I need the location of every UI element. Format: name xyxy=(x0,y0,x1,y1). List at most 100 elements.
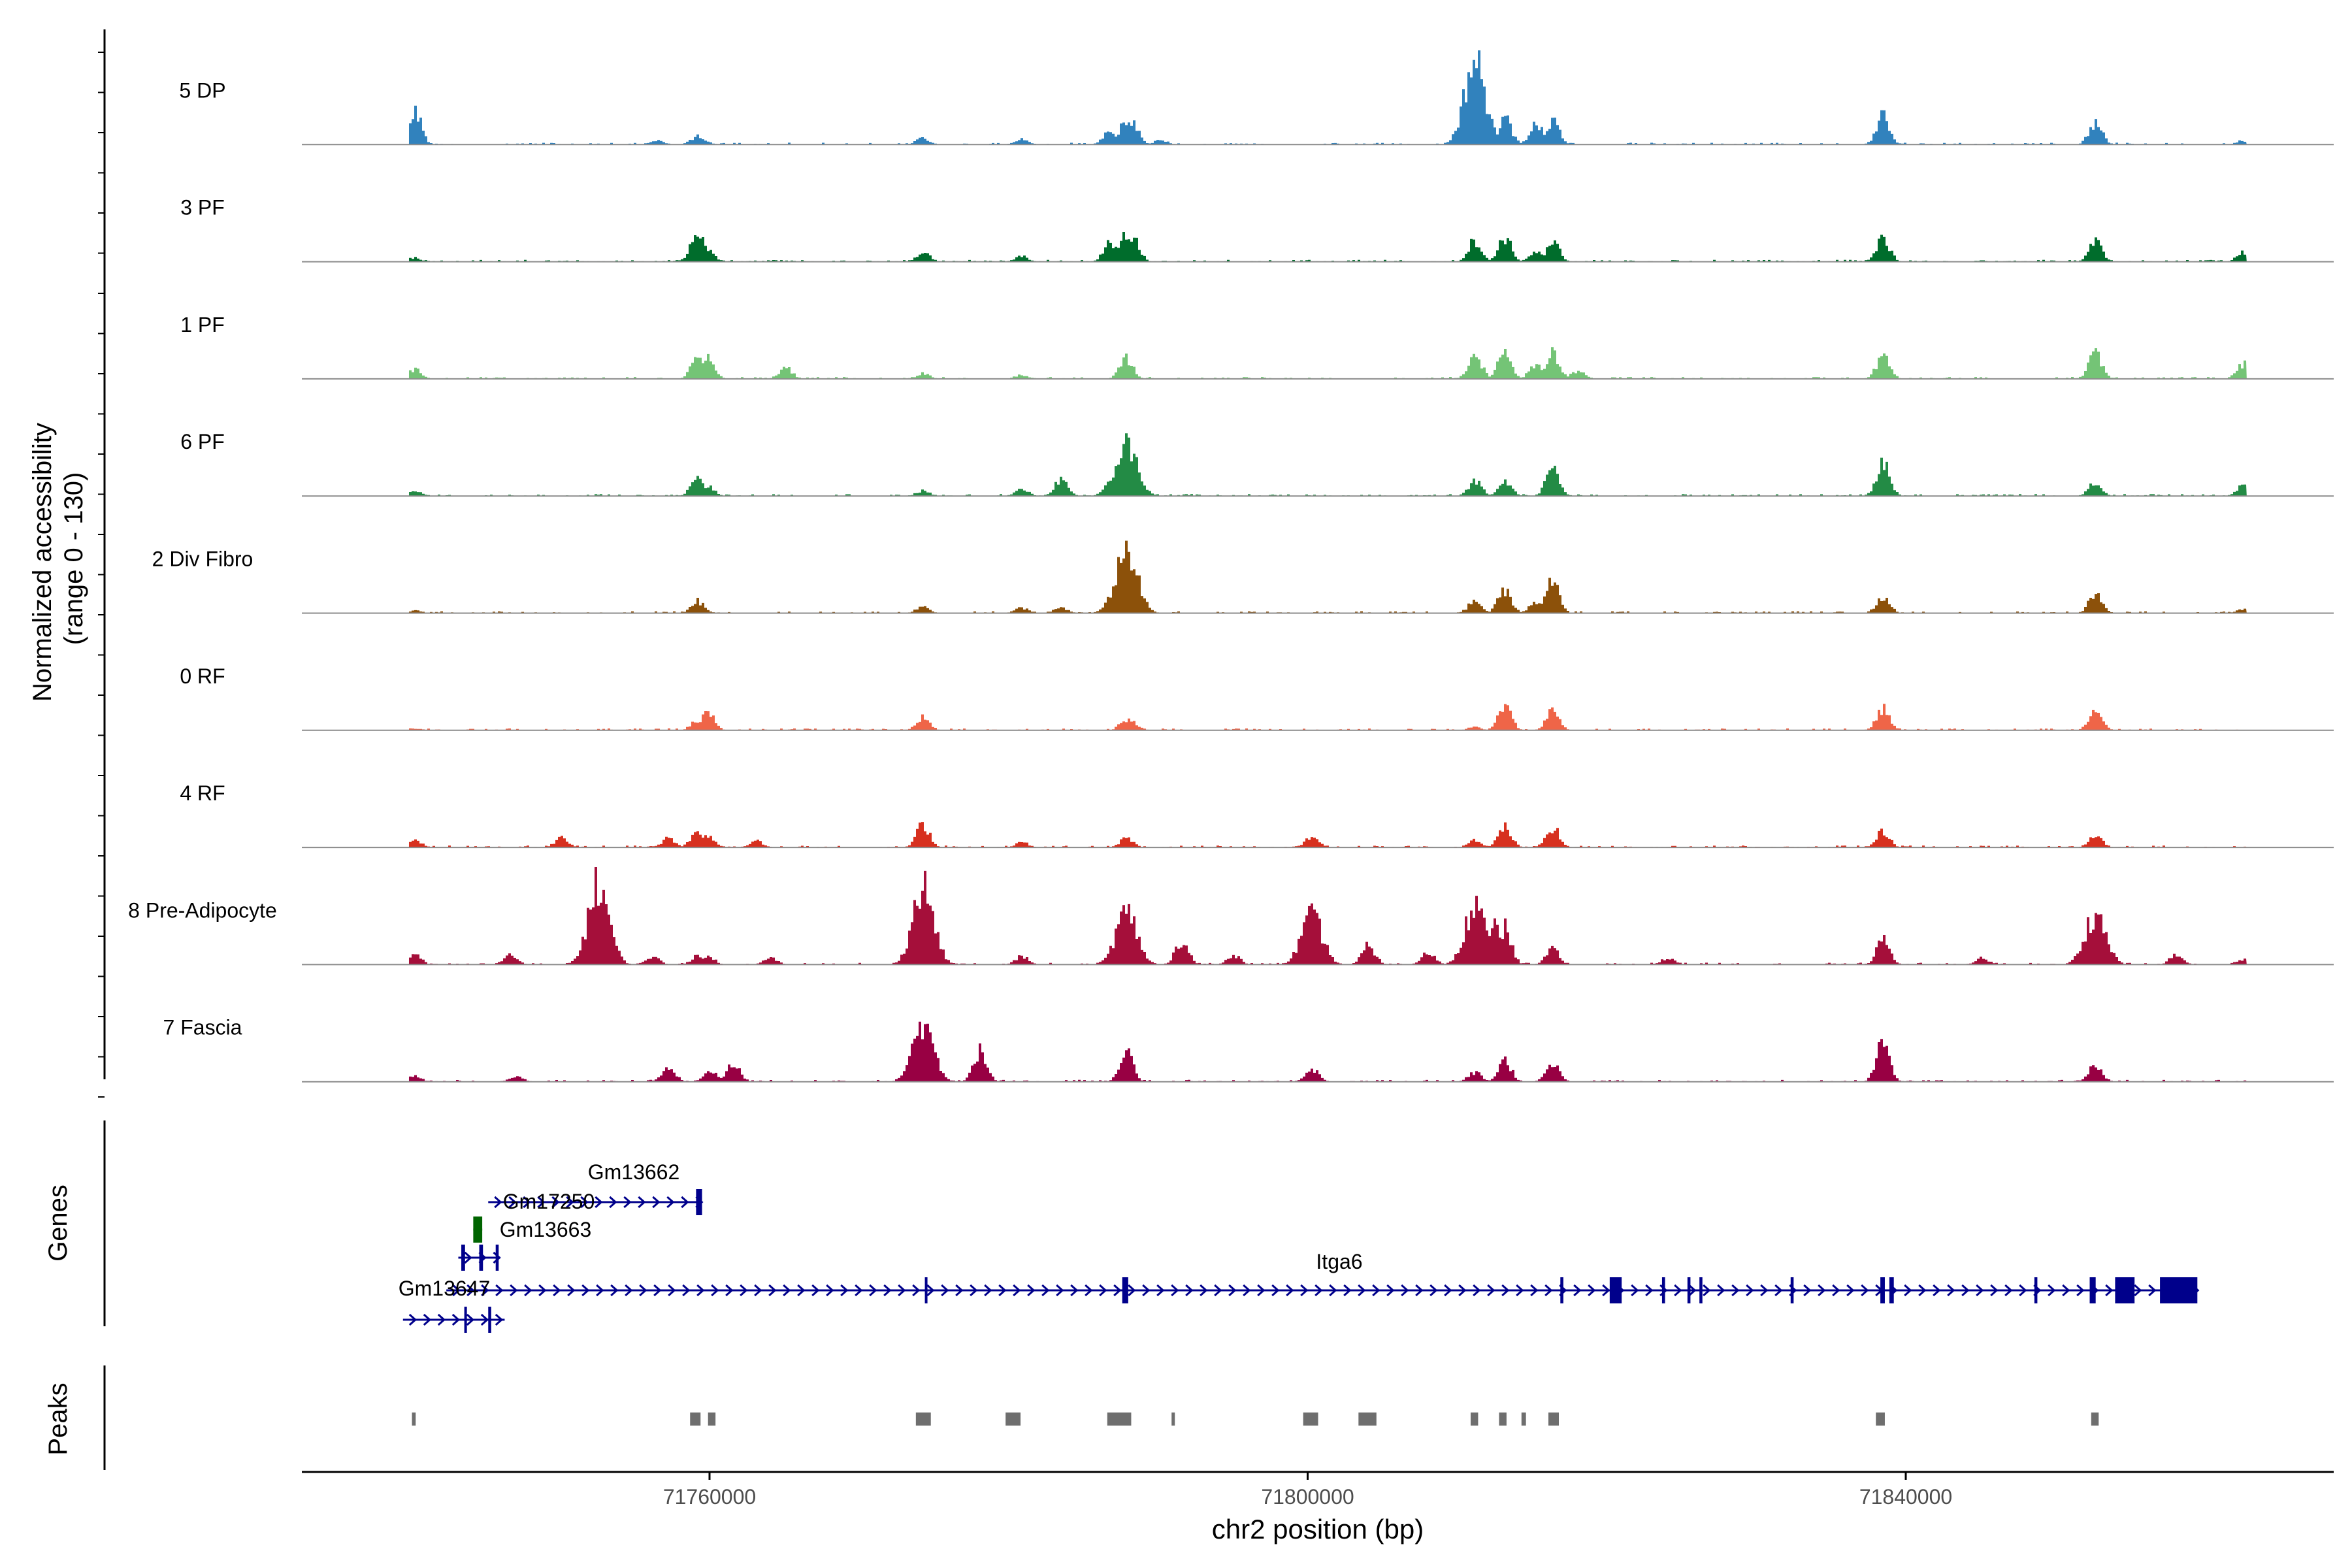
gene-strand-arrow xyxy=(1243,1284,1251,1297)
peak-region xyxy=(2091,1413,2099,1426)
gene-strand-arrow xyxy=(1631,1284,1639,1297)
gene-strand-arrow xyxy=(1013,1284,1021,1297)
gene-strand-arrow xyxy=(451,1313,461,1326)
peak-region xyxy=(1358,1413,1377,1426)
peak-region xyxy=(1521,1413,1526,1426)
gene-strand-arrow xyxy=(1156,1284,1165,1297)
gene-strand-arrow xyxy=(495,1284,504,1297)
gene-strand-arrow xyxy=(466,1284,475,1297)
genes-panel-label: Genes xyxy=(44,1184,73,1262)
gene-strand-arrow xyxy=(1315,1284,1323,1297)
gene-strand-arrow xyxy=(826,1284,834,1297)
gene-exon xyxy=(1661,1277,1665,1303)
coverage-track-label: 5 DP xyxy=(179,78,225,102)
gene-strand-arrow xyxy=(797,1284,806,1297)
gene-strand-arrow xyxy=(811,1284,820,1297)
gene-strand-arrow xyxy=(1286,1284,1294,1297)
gene-strand-arrow xyxy=(912,1284,921,1297)
gene-exon xyxy=(696,1189,702,1215)
gene-strand-arrow xyxy=(1358,1284,1366,1297)
gene-strand-arrow xyxy=(610,1284,619,1297)
coverage-track: 0 RF xyxy=(180,664,2334,731)
gene-strand-arrow xyxy=(1027,1284,1036,1297)
coverage-track: 3 PF xyxy=(180,196,2334,263)
gene: Gm17250 xyxy=(473,1190,595,1243)
peak-region xyxy=(412,1413,416,1426)
gene-strand-arrow xyxy=(1961,1284,1970,1297)
gene-strand-arrow xyxy=(1703,1284,1711,1297)
gene-strand-arrow xyxy=(2019,1284,2027,1297)
gene-strand-arrow xyxy=(580,1196,589,1209)
gene-strand-arrow xyxy=(1832,1284,1840,1297)
coverage-track: 1 PF xyxy=(180,313,2334,380)
coverage-signal xyxy=(408,704,2247,730)
coverage-track: 4 RF xyxy=(180,781,2334,849)
gene-strand-arrow xyxy=(494,1196,502,1209)
gene-strand-arrow xyxy=(1458,1284,1467,1297)
coverage-track-label: 8 Pre-Adipocyte xyxy=(128,898,277,922)
peak-region xyxy=(915,1413,931,1426)
gene-strand-arrow xyxy=(538,1284,547,1297)
gene-strand-arrow xyxy=(1487,1284,1495,1297)
x-axis-tick-label: 71760000 xyxy=(663,1485,756,1509)
gene-strand-arrow xyxy=(1530,1284,1539,1297)
coverage-tracks: 5 DP 3 PF 1 PF 6 PF 2 Div Fibro 0 RF 4 RF 8 Pre… xyxy=(128,50,2334,1083)
gene-strand-arrow xyxy=(666,1196,675,1209)
gene-strand-arrow xyxy=(1444,1284,1452,1297)
coverage-track: 8 Pre-Adipocyte xyxy=(128,867,2334,966)
gene-strand-arrow xyxy=(551,1196,560,1209)
peak-region xyxy=(690,1413,701,1426)
gene-strand-arrow xyxy=(2134,1284,2142,1297)
gene-strand-arrow xyxy=(493,1251,501,1264)
gene-strand-arrow xyxy=(1688,1284,1697,1297)
x-axis-tick-label: 71840000 xyxy=(1859,1485,1952,1509)
gene-strand-arrow xyxy=(553,1284,561,1297)
gene: Gm13662 xyxy=(488,1160,704,1215)
gene-label: Gm13647 xyxy=(399,1277,491,1300)
gene-exon xyxy=(1687,1277,1691,1303)
gene-strand-arrow xyxy=(998,1284,1007,1297)
gene-exon xyxy=(1609,1277,1622,1303)
gene-exon xyxy=(924,1277,928,1303)
gene-strand-arrow xyxy=(437,1313,446,1326)
gene-strand-arrow xyxy=(1142,1284,1151,1297)
gene-strand-arrow xyxy=(711,1284,719,1297)
gene-strand-arrow xyxy=(566,1196,574,1209)
y-axis-label-line1: Normalized accessibility xyxy=(28,423,57,702)
peak-track xyxy=(412,1413,2099,1426)
gene-strand-arrow xyxy=(898,1284,906,1297)
gene-strand-arrow xyxy=(653,1284,662,1297)
gene-strand-arrow xyxy=(855,1284,863,1297)
gene-strand-arrow xyxy=(941,1284,949,1297)
gene-strand-arrow xyxy=(1271,1284,1280,1297)
gene-strand-arrow xyxy=(639,1284,647,1297)
peak-region xyxy=(1548,1413,1560,1426)
coverage-signal xyxy=(408,867,2247,965)
gene-strand-arrow xyxy=(682,1284,691,1297)
gene-strand-arrow xyxy=(926,1284,935,1297)
gene-strand-arrow xyxy=(1128,1284,1136,1297)
gene-strand-arrow xyxy=(1473,1284,1481,1297)
coverage-track-label: 7 Fascia xyxy=(163,1016,242,1039)
peak-region xyxy=(708,1413,716,1426)
gene-strand-arrow xyxy=(1070,1284,1079,1297)
gene-strand-arrow xyxy=(1200,1284,1208,1297)
gene-strand-arrow xyxy=(768,1284,777,1297)
gene-exon xyxy=(461,1245,465,1271)
gene-strand-arrow xyxy=(638,1196,646,1209)
peak-region xyxy=(1876,1413,1885,1426)
gene-strand-arrow xyxy=(609,1196,617,1209)
gene-strand-arrow xyxy=(523,1196,531,1209)
gene-strand-arrow xyxy=(596,1284,604,1297)
gene-exon xyxy=(2115,1277,2135,1303)
gene-strand-arrow xyxy=(955,1284,964,1297)
gene-strand-arrow xyxy=(2076,1284,2085,1297)
gene-exon xyxy=(2160,1277,2198,1303)
gene-strand-arrow xyxy=(1746,1284,1754,1297)
gene-strand-arrow xyxy=(1760,1284,1769,1297)
coverage-track-label: 2 Div Fibro xyxy=(152,547,253,571)
gene-strand-arrow xyxy=(1228,1284,1237,1297)
gene-exon xyxy=(473,1217,483,1243)
gene-strand-arrow xyxy=(1976,1284,1984,1297)
